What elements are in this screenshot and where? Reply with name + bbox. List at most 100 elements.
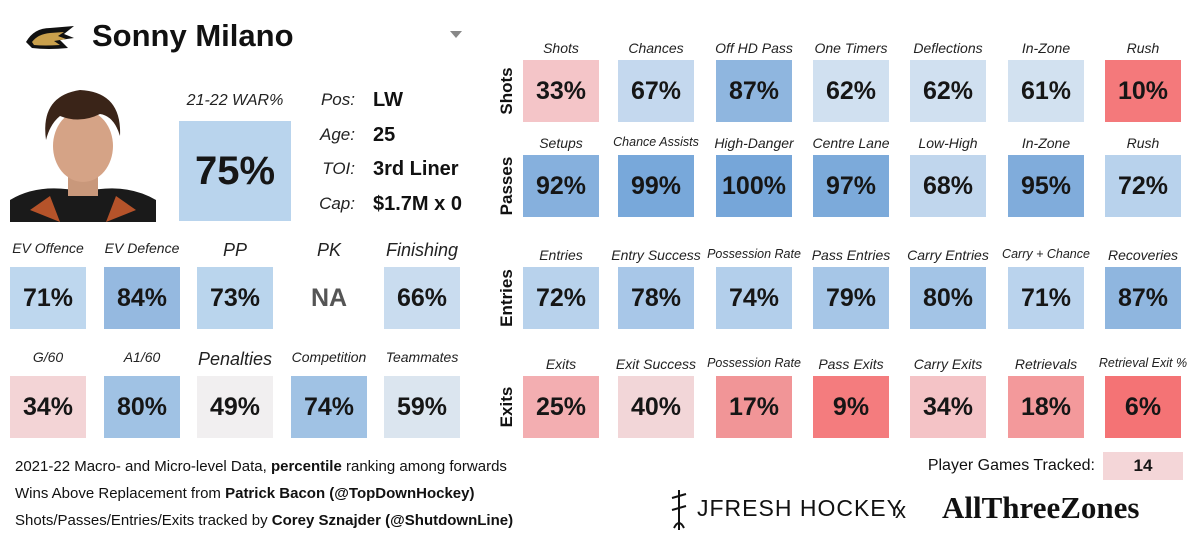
info-value: 25 <box>373 123 396 146</box>
stat-label: Exits <box>545 356 577 372</box>
stat-tile: 40% <box>618 376 694 438</box>
footer-line: Shots/Passes/Entries/Exits tracked by Co… <box>15 512 513 529</box>
stat-label: One Timers <box>814 40 888 56</box>
footer-text: Wins Above Replacement from <box>15 485 226 502</box>
footer-line: Wins Above Replacement from Patrick Baco… <box>15 485 474 502</box>
stat-tile: NA <box>310 283 348 312</box>
stat-label: Pass Exits <box>818 356 884 372</box>
stat-tile: 66% <box>384 267 460 329</box>
stat-tile: 97% <box>813 155 889 217</box>
stat-tile: 74% <box>291 376 367 438</box>
dropdown-arrow[interactable] <box>450 31 462 39</box>
stat-label: EV Offence <box>12 240 84 256</box>
stat-label: Carry Exits <box>913 356 983 372</box>
stat-label: Deflections <box>913 40 983 56</box>
stat-label: Rush <box>1126 135 1160 151</box>
stat-tile: 87% <box>1105 267 1181 329</box>
info-value: 3rd Liner <box>373 158 459 180</box>
stat-label: Finishing <box>385 240 459 260</box>
stat-label: Possession Rate <box>707 356 801 370</box>
war-label: 21-22 WAR% <box>186 92 284 109</box>
stat-tile: 78% <box>618 267 694 329</box>
stat-tile: 100% <box>716 155 792 217</box>
stat-tile: 49% <box>197 376 273 438</box>
footer-text: percentile <box>270 458 342 475</box>
stat-label: Shots <box>543 40 579 56</box>
stat-tile: 80% <box>910 267 986 329</box>
stat-label: In-Zone <box>1021 135 1071 151</box>
stat-tile: 68% <box>910 155 986 217</box>
stat-tile: 74% <box>716 267 792 329</box>
stat-label: Teammates <box>385 349 459 365</box>
stat-label: Pass Entries <box>811 247 891 263</box>
stat-label: EV Defence <box>104 240 180 256</box>
footer-text: ranking among forwards <box>341 458 507 475</box>
stat-tile: 92% <box>523 155 599 217</box>
stat-tile: 67% <box>618 60 694 122</box>
info-label: Pos: <box>320 90 355 109</box>
stat-label: Entries <box>539 247 583 263</box>
info-label: TOI: <box>322 159 355 178</box>
stat-tile: 17% <box>716 376 792 438</box>
stat-label: Centre Lane <box>812 135 890 151</box>
stat-tile: 80% <box>104 376 180 438</box>
stat-label: PK <box>316 240 341 260</box>
row-heading: Exits <box>497 386 516 428</box>
team-logo <box>26 26 74 49</box>
row-heading: Shots <box>497 67 516 115</box>
row-heading: Entries <box>497 269 516 327</box>
info-value: $1.7M x 0 <box>373 192 462 215</box>
stat-tile: 6% <box>1105 376 1181 438</box>
stat-tile: 33% <box>523 60 599 122</box>
stat-label: Rush <box>1126 40 1160 56</box>
stat-label: Low-High <box>918 135 978 151</box>
info-label: Age: <box>320 124 355 144</box>
games-label: Player Games Tracked: <box>927 457 1095 474</box>
footer-text: 2021-22 Macro- and Micro-level Data, <box>15 458 271 475</box>
games-count: 14 <box>1103 452 1183 480</box>
stat-tile: 71% <box>10 267 86 329</box>
player-name: Sonny Milano <box>92 18 294 53</box>
stat-tile: 62% <box>813 60 889 122</box>
footer-text: Corey Sznajder (@ShutdownLine) <box>271 512 514 529</box>
stat-label: Retrievals <box>1014 356 1078 372</box>
stat-tile: 25% <box>523 376 599 438</box>
stat-tile: 79% <box>813 267 889 329</box>
row-heading: Passes <box>497 156 516 216</box>
stat-label: In-Zone <box>1021 40 1071 56</box>
footer-text: Shots/Passes/Entries/Exits tracked by <box>15 512 272 529</box>
stat-label: High-Danger <box>714 135 794 151</box>
stat-label: Off HD Pass <box>715 40 793 56</box>
stat-tile: 87% <box>716 60 792 122</box>
stat-tile: 9% <box>813 376 889 438</box>
stat-tile: 59% <box>384 376 460 438</box>
stat-label: Chance Assists <box>613 135 699 149</box>
stat-tile: 95% <box>1008 155 1084 217</box>
partner-logo: AllThreeZones <box>942 490 1140 525</box>
stat-tile: 34% <box>10 376 86 438</box>
stat-label: Entry Success <box>611 247 701 263</box>
stat-label: Retrieval Exit % <box>1098 356 1188 370</box>
stat-tile: 72% <box>523 267 599 329</box>
stat-label: Chances <box>628 40 684 56</box>
stat-label: PP <box>222 240 247 260</box>
stat-tile: 75% <box>179 121 291 221</box>
brand-mark <box>671 490 687 530</box>
footer-text: Patrick Bacon (@TopDownHockey) <box>225 485 475 502</box>
stat-tile: 72% <box>1105 155 1181 217</box>
stat-tile: 73% <box>197 267 273 329</box>
stat-tile: 34% <box>910 376 986 438</box>
stat-tile: 61% <box>1008 60 1084 122</box>
separator: x <box>895 498 906 523</box>
stat-label: Carry Entries <box>907 247 989 263</box>
stat-label: Penalties <box>197 349 273 369</box>
stat-label: Exit Success <box>615 356 697 372</box>
stat-label: Setups <box>539 135 583 151</box>
stat-label: Competition <box>291 349 367 365</box>
footer-line: 2021-22 Macro- and Micro-level Data, per… <box>15 458 507 475</box>
stat-tile: 84% <box>104 267 180 329</box>
stat-label: A1/60 <box>123 349 161 365</box>
stat-tile: 18% <box>1008 376 1084 438</box>
stat-label: Possession Rate <box>707 247 801 261</box>
